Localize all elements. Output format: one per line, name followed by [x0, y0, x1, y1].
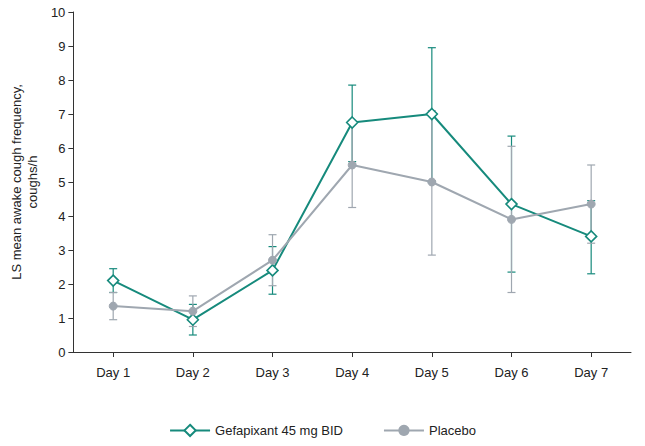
svg-text:5: 5 [58, 175, 65, 190]
svg-text:Day 4: Day 4 [335, 365, 369, 380]
svg-text:10: 10 [51, 5, 65, 20]
svg-text:Day 6: Day 6 [495, 365, 529, 380]
svg-text:9: 9 [58, 39, 65, 54]
svg-text:Day 2: Day 2 [176, 365, 210, 380]
svg-text:Placebo: Placebo [429, 423, 476, 438]
svg-text:4: 4 [58, 209, 65, 224]
svg-text:Day 5: Day 5 [415, 365, 449, 380]
svg-text:Day 1: Day 1 [96, 365, 130, 380]
svg-text:3: 3 [58, 243, 65, 258]
svg-text:Day 3: Day 3 [256, 365, 290, 380]
svg-text:LS mean awake cough frequency,: LS mean awake cough frequency, [9, 84, 24, 280]
svg-text:Day 7: Day 7 [574, 365, 608, 380]
svg-text:7: 7 [58, 107, 65, 122]
svg-text:6: 6 [58, 141, 65, 156]
svg-text:Gefapixant 45 mg BID: Gefapixant 45 mg BID [215, 423, 343, 438]
svg-text:coughs/h: coughs/h [25, 156, 40, 209]
svg-text:1: 1 [58, 311, 65, 326]
svg-text:2: 2 [58, 277, 65, 292]
svg-text:0: 0 [58, 345, 65, 360]
svg-text:8: 8 [58, 73, 65, 88]
